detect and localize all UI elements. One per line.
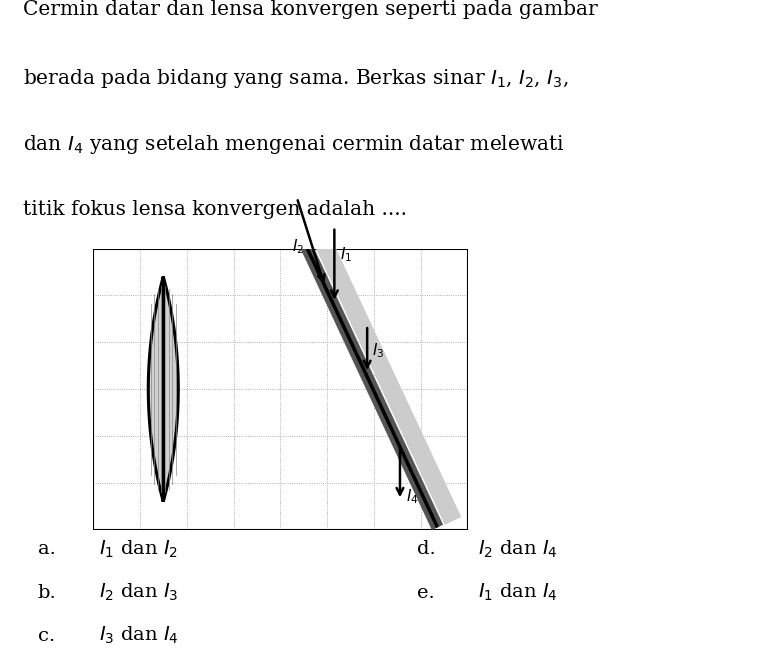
Text: $I_1$: $I_1$ xyxy=(340,245,352,264)
Text: $I_2$: $I_2$ xyxy=(292,237,305,256)
Text: dan $I_4$ yang setelah mengenai cermin datar melewati: dan $I_4$ yang setelah mengenai cermin d… xyxy=(23,133,564,156)
Text: $I_2$ dan $I_3$: $I_2$ dan $I_3$ xyxy=(99,582,178,603)
Text: Cermin datar dan lensa konvergen seperti pada gambar: Cermin datar dan lensa konvergen seperti… xyxy=(23,0,597,19)
Text: b.: b. xyxy=(38,583,57,602)
Text: $I_3$: $I_3$ xyxy=(372,341,384,360)
Text: $I_2$ dan $I_4$: $I_2$ dan $I_4$ xyxy=(478,539,557,560)
Text: c.: c. xyxy=(38,627,55,645)
Text: $I_1$ dan $I_2$: $I_1$ dan $I_2$ xyxy=(99,539,177,560)
Text: $I_3$ dan $I_4$: $I_3$ dan $I_4$ xyxy=(99,625,178,646)
Text: titik fokus lensa konvergen adalah ....: titik fokus lensa konvergen adalah .... xyxy=(23,200,407,219)
Text: berada pada bidang yang sama. Berkas sinar $I_1$, $I_2$, $I_3$,: berada pada bidang yang sama. Berkas sin… xyxy=(23,67,568,90)
Polygon shape xyxy=(149,277,178,502)
Polygon shape xyxy=(314,235,460,524)
Text: $I_1$ dan $I_4$: $I_1$ dan $I_4$ xyxy=(478,582,557,603)
Text: d.: d. xyxy=(417,540,436,559)
Text: a.: a. xyxy=(38,540,56,559)
Text: e.: e. xyxy=(417,583,434,602)
Text: $I_4$: $I_4$ xyxy=(406,488,418,506)
